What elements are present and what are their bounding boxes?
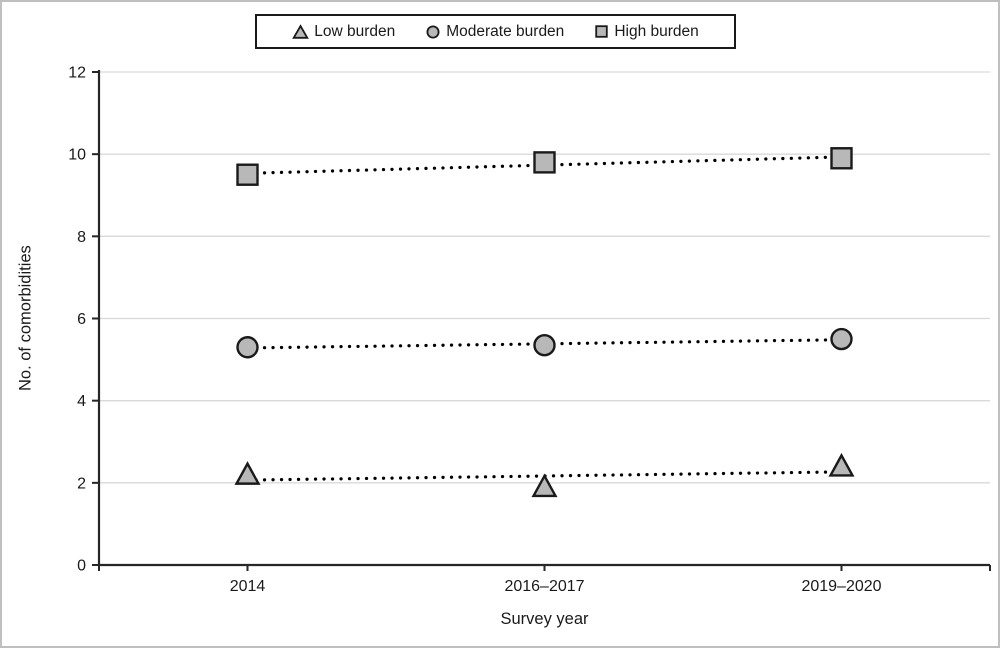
y-tick-label: 12: [68, 65, 86, 82]
triangle-marker-icon: [292, 23, 310, 40]
legend-item-moderate-burden: Moderate burden: [425, 23, 564, 41]
x-tick-label: 2019–2020: [801, 578, 881, 595]
legend-label-low-burden: Low burden: [314, 22, 396, 40]
y-tick-label: 8: [77, 229, 86, 246]
marker-square-high-burden: [533, 151, 556, 174]
x-tick-label: 2016–2017: [504, 578, 584, 595]
legend: Low burden Moderate burden High burden: [255, 14, 736, 49]
x-tick-label: 2014: [230, 578, 266, 595]
legend-item-low-burden: Low burden: [292, 23, 395, 41]
y-tick-label: 4: [77, 393, 86, 410]
legend-item-high-burden: High burden: [594, 22, 699, 41]
marker-circle-moderate-burden: [533, 334, 556, 357]
square-marker-icon: [594, 24, 609, 39]
legend-label-high-burden: High burden: [614, 22, 699, 40]
marker-square-high-burden: [830, 147, 853, 170]
legend-label-moderate-burden: Moderate burden: [446, 22, 565, 40]
marker-circle-moderate-burden: [830, 327, 853, 351]
y-tick-label: 10: [68, 147, 86, 164]
y-tick-label: 0: [77, 558, 86, 575]
marker-triangle-low-burden: [828, 452, 855, 477]
marker-triangle-low-burden: [234, 461, 261, 485]
marker-circle-moderate-burden: [236, 336, 259, 359]
x-axis-title: Survey year: [500, 610, 589, 628]
y-tick-label: 2: [77, 475, 86, 492]
circle-marker-icon: [425, 24, 441, 40]
y-axis-title: No. of comorbidities: [16, 245, 35, 392]
marker-square-high-burden: [236, 163, 259, 186]
marker-triangle-low-burden: [531, 473, 558, 498]
y-tick-label: 6: [77, 311, 86, 328]
